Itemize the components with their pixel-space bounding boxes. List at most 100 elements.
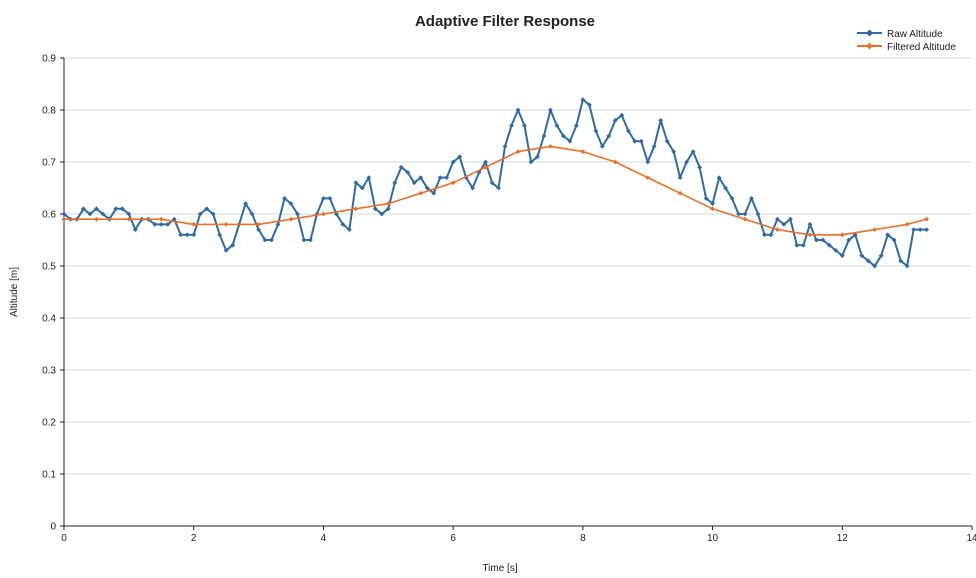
data-point (852, 232, 858, 238)
data-point (716, 175, 722, 180)
data-point (94, 216, 99, 222)
data-point (807, 222, 813, 227)
x-axis-label: Time [s] (482, 563, 517, 574)
data-point (230, 242, 236, 248)
data-point (612, 118, 618, 123)
data-point (749, 196, 754, 201)
y-tick-label: 0.5 (42, 262, 56, 273)
data-point (210, 211, 216, 217)
series-line (64, 145, 927, 236)
data-point (509, 123, 514, 128)
data-point (528, 159, 534, 165)
data-point (444, 175, 450, 180)
data-point (800, 242, 806, 248)
y-tick-label: 0.7 (42, 158, 56, 169)
x-tick-label: 8 (580, 533, 586, 544)
data-point (632, 138, 638, 144)
x-tick-label: 14 (966, 533, 976, 544)
data-point (826, 242, 832, 248)
data-point (742, 211, 748, 217)
data-point (839, 232, 845, 238)
data-point (288, 216, 294, 222)
data-point (275, 222, 281, 227)
data-point (684, 159, 690, 165)
data-point (308, 237, 313, 243)
data-point (924, 227, 929, 232)
data-point (898, 258, 904, 264)
data-point (489, 180, 495, 186)
data-point (288, 201, 294, 206)
data-point (61, 216, 67, 222)
data-point (295, 211, 300, 217)
data-point (126, 211, 132, 217)
data-point (762, 232, 767, 238)
data-point (619, 112, 625, 118)
y-tick-label: 0.1 (42, 470, 56, 481)
y-tick-label: 0.4 (42, 314, 56, 325)
data-point (742, 216, 748, 222)
data-point (710, 201, 715, 206)
data-point (865, 258, 871, 264)
data-point (535, 154, 540, 160)
data-point (697, 164, 702, 170)
data-point (470, 185, 475, 191)
data-point (223, 248, 229, 253)
data-point (191, 232, 197, 238)
series-1 (61, 144, 929, 238)
data-point (217, 232, 223, 238)
data-point (515, 107, 521, 113)
data-point (911, 227, 917, 232)
data-point (522, 123, 527, 128)
x-tick-label: 10 (707, 533, 719, 544)
data-point (775, 227, 780, 232)
data-point (729, 196, 735, 201)
legend: Raw Altitude Filtered Altitude (857, 29, 956, 53)
y-axis-label: Altitude [m] (9, 267, 20, 317)
data-point (184, 232, 190, 238)
data-point (158, 222, 164, 227)
data-point (301, 237, 307, 243)
data-point (372, 206, 378, 212)
data-point (81, 206, 86, 212)
legend-marker-filtered (866, 42, 873, 50)
legend-marker-raw (866, 29, 873, 37)
data-point (379, 211, 385, 217)
data-point (625, 128, 631, 134)
data-point (651, 144, 657, 149)
data-point (496, 185, 501, 191)
data-point (431, 190, 437, 196)
data-point (781, 222, 787, 227)
y-tick-label: 0.8 (42, 106, 56, 117)
data-point (885, 232, 891, 238)
x-tick-label: 12 (837, 533, 849, 544)
data-point (723, 185, 728, 191)
data-point (561, 133, 566, 139)
data-point (405, 170, 411, 175)
data-point (872, 227, 878, 232)
data-point (418, 190, 424, 196)
x-tick-label: 4 (321, 533, 327, 544)
data-point (580, 97, 586, 102)
data-point (645, 159, 651, 165)
data-point (424, 185, 430, 191)
data-point (262, 237, 268, 243)
data-point (165, 222, 171, 227)
data-point (736, 211, 741, 217)
legend-label-raw: Raw Altitude (887, 29, 943, 40)
series-0 (61, 97, 929, 269)
data-point (788, 216, 793, 222)
data-point (813, 237, 819, 243)
series-layer (61, 97, 929, 269)
data-point (612, 159, 618, 165)
data-point (204, 206, 210, 212)
data-point (677, 190, 683, 196)
x-tick-label: 6 (450, 533, 456, 544)
y-axis-ticks: 0 0.1 0.2 0.3 0.4 0.5 0.6 0.7 0.8 0.9 (42, 54, 64, 533)
data-point (846, 237, 852, 243)
data-point (502, 144, 508, 149)
data-point (703, 196, 709, 201)
data-point (353, 206, 359, 212)
data-point (768, 232, 774, 238)
x-tick-label: 2 (191, 533, 197, 544)
